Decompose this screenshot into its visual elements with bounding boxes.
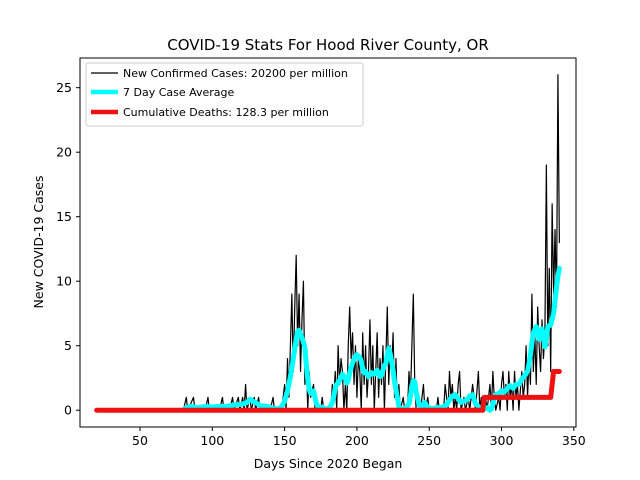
legend-label-new-cases: New Confirmed Cases: 20200 per million	[123, 67, 348, 80]
x-tick-label: 250	[417, 433, 441, 448]
legend-label-cumulative-deaths: Cumulative Deaths: 128.3 per million	[123, 106, 329, 119]
y-axis: 0 5 10 15 20 25	[56, 80, 80, 418]
y-tick-label: 5	[64, 338, 72, 353]
series-layer	[94, 74, 562, 413]
y-tick-label: 15	[56, 209, 72, 224]
legend-box	[85, 62, 364, 127]
x-axis-label: Days Since 2020 Began	[254, 456, 403, 471]
series-cumulative-deaths-line	[94, 369, 562, 413]
legend: New Confirmed Cases: 20200 per million 7…	[85, 62, 364, 127]
plot-clip-area	[94, 74, 562, 413]
x-tick-label: 50	[132, 433, 148, 448]
x-axis: 50 100 150 200 250 300 350	[132, 427, 586, 448]
x-tick-label: 200	[345, 433, 369, 448]
plot-frame	[79, 57, 577, 428]
y-axis-label: New COVID-19 Cases	[31, 176, 46, 309]
y-tick-label: 0	[64, 403, 72, 418]
x-tick-label: 350	[562, 433, 586, 448]
series-7day-average-line	[182, 265, 562, 413]
x-tick-label: 300	[490, 433, 514, 448]
y-tick-label: 10	[56, 274, 72, 289]
legend-label-7day-average: 7 Day Case Average	[123, 86, 235, 99]
chart-title: COVID-19 Stats For Hood River County, OR	[167, 36, 489, 54]
y-tick-label: 20	[56, 145, 72, 160]
x-tick-label: 150	[273, 433, 297, 448]
y-tick-label: 25	[56, 80, 72, 95]
x-tick-label: 100	[200, 433, 224, 448]
